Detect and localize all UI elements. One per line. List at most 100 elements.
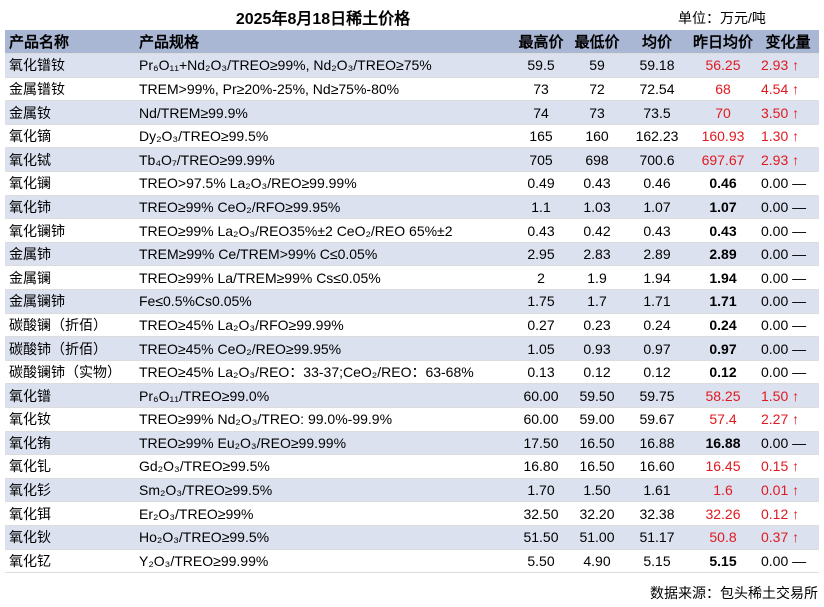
table-row: 氧化镧 TREO>97.5% La₂O₃/REO≥99.99% 0.49 0.43 0.…	[5, 171, 819, 196]
product-spec-cell: TREO≥45% La₂O₃/RFO≥99.99%	[135, 313, 513, 338]
col-header-spec: 产品规格	[135, 30, 513, 55]
change-cell: 0.00 —	[757, 218, 819, 243]
avg-price-cell: 72.54	[625, 77, 689, 102]
change-cell: 0.00 —	[757, 336, 819, 361]
high-price-cell: 32.50	[513, 501, 569, 526]
low-price-cell: 59.50	[569, 383, 625, 408]
low-price-cell: 72	[569, 77, 625, 102]
col-header-name: 产品名称	[5, 30, 135, 55]
avg-price-cell: 59.67	[625, 407, 689, 432]
table-row: 碳酸铈（折佰） TREO≥45% CeO₂/REO≥99.95% 1.05 0.93 0…	[5, 336, 819, 361]
avg-price-cell: 0.46	[625, 171, 689, 196]
yesterday-avg-cell: 0.97	[689, 336, 757, 361]
high-price-cell: 60.00	[513, 407, 569, 432]
high-price-cell: 1.75	[513, 289, 569, 314]
table-row: 氧化镨 Pr₆O₁₁/TREO≥99.0% 60.00 59.50 59.75 58.25…	[5, 383, 819, 408]
product-name-cell: 氧化镧铈	[5, 218, 135, 243]
product-spec-cell: Tb₄O₇/TREO≥99.99%	[135, 147, 513, 173]
product-spec-cell: Gd₂O₃/TREO≥99.5%	[135, 454, 513, 479]
product-spec-cell: TREO>97.5% La₂O₃/REO≥99.99%	[135, 171, 513, 196]
avg-price-cell: 0.12	[625, 360, 689, 385]
product-spec-cell: Fe≤0.5%Cs0.05%	[135, 289, 513, 314]
price-table: 产品名称 产品规格 最高价 最低价 均价 昨日均价 变化量 氧化镨钕 Pr₆O₁₁…	[5, 30, 819, 574]
product-name-cell: 碳酸镧铈（实物）	[5, 360, 135, 385]
product-name-cell: 氧化镨	[5, 383, 135, 408]
yesterday-avg-cell: 0.46	[689, 171, 757, 196]
change-cell: 0.00 —	[757, 313, 819, 338]
product-spec-cell: TREO≥99% La₂O₃/REO35%±2 CeO₂/REO 65%±2	[135, 218, 513, 243]
avg-price-cell: 59.18	[625, 53, 689, 78]
table-row: 氧化铽 Tb₄O₇/TREO≥99.99% 705 698 700.6 697.67 2.9…	[5, 147, 819, 173]
low-price-cell: 59	[569, 53, 625, 78]
avg-price-cell: 1.07	[625, 195, 689, 220]
change-cell: 4.54 ↑	[757, 77, 819, 102]
product-name-cell: 金属镧	[5, 265, 135, 291]
avg-price-cell: 0.24	[625, 313, 689, 338]
yesterday-avg-cell: 68	[689, 77, 757, 102]
table-row: 氧化钆 Gd₂O₃/TREO≥99.5% 16.80 16.50 16.60 16.45 0…	[5, 454, 819, 479]
product-name-cell: 金属钕	[5, 100, 135, 125]
product-name-cell: 金属镧铈	[5, 289, 135, 314]
avg-price-cell: 2.89	[625, 242, 689, 267]
yesterday-avg-cell: 0.24	[689, 313, 757, 338]
yesterday-avg-cell: 1.07	[689, 195, 757, 220]
product-spec-cell: Er₂O₃/TREO≥99%	[135, 501, 513, 526]
high-price-cell: 2	[513, 265, 569, 291]
low-price-cell: 16.50	[569, 454, 625, 479]
yesterday-avg-cell: 16.45	[689, 454, 757, 479]
change-cell: 1.50 ↑	[757, 383, 819, 408]
high-price-cell: 17.50	[513, 431, 569, 456]
avg-price-cell: 1.61	[625, 478, 689, 503]
change-cell: 0.00 —	[757, 431, 819, 456]
table-row: 金属镨钕 TREM>99%, Pr≥20%-25%, Nd≥75%-80% 73 72…	[5, 77, 819, 102]
product-name-cell: 氧化镨钕	[5, 53, 135, 78]
product-name-cell: 氧化铒	[5, 501, 135, 526]
avg-price-cell: 0.97	[625, 336, 689, 361]
product-name-cell: 氧化镝	[5, 124, 135, 149]
title-bar: 2025年8月18日稀土价格 单位：万元/吨	[0, 0, 824, 30]
avg-price-cell: 0.43	[625, 218, 689, 243]
avg-price-cell: 51.17	[625, 525, 689, 550]
change-cell: 0.00 —	[757, 549, 819, 574]
change-cell: 0.00 —	[757, 242, 819, 267]
product-name-cell: 氧化钬	[5, 525, 135, 550]
col-header-yesterday-avg: 昨日均价	[689, 30, 757, 55]
product-spec-cell: Sm₂O₃/TREO≥99.5%	[135, 478, 513, 503]
product-spec-cell: Pr₆O₁₁/TREO≥99.0%	[135, 383, 513, 408]
product-spec-cell: TREO≥45% CeO₂/REO≥99.95%	[135, 336, 513, 361]
low-price-cell: 2.83	[569, 242, 625, 267]
low-price-cell: 0.42	[569, 218, 625, 243]
table-row: 金属镧 TREO≥99% La/TREM≥99% Cs≤0.05% 2 1.9 1.94…	[5, 265, 819, 291]
yesterday-avg-cell: 0.43	[689, 218, 757, 243]
product-name-cell: 氧化钕	[5, 407, 135, 432]
low-price-cell: 698	[569, 147, 625, 173]
low-price-cell: 73	[569, 100, 625, 125]
product-spec-cell: Nd/TREM≥99.9%	[135, 100, 513, 125]
yesterday-avg-cell: 58.25	[689, 383, 757, 408]
low-price-cell: 1.9	[569, 265, 625, 291]
product-spec-cell: TREM>99%, Pr≥20%-25%, Nd≥75%-80%	[135, 77, 513, 102]
change-cell: 0.00 —	[757, 265, 819, 291]
product-name-cell: 氧化钐	[5, 478, 135, 503]
table-row: 氧化镧铈 TREO≥99% La₂O₃/REO35%±2 CeO₂/REO 65%…	[5, 218, 819, 243]
table-row: 金属铈 TREM≥99% Ce/TREM>99% C≤0.05% 2.95 2.83 2…	[5, 242, 819, 267]
yesterday-avg-cell: 16.88	[689, 431, 757, 456]
high-price-cell: 59.5	[513, 53, 569, 78]
product-name-cell: 碳酸镧（折佰）	[5, 313, 135, 338]
avg-price-cell: 73.5	[625, 100, 689, 125]
high-price-cell: 5.50	[513, 549, 569, 574]
yesterday-avg-cell: 57.4	[689, 407, 757, 432]
product-name-cell: 碳酸铈（折佰）	[5, 336, 135, 361]
yesterday-avg-cell: 1.71	[689, 289, 757, 314]
price-rows: 氧化镨钕 Pr₆O₁₁+Nd₂O₃/TREO≥99%, Nd₂O₃/TREO≥75…	[5, 53, 819, 574]
high-price-cell: 1.05	[513, 336, 569, 361]
low-price-cell: 32.20	[569, 501, 625, 526]
high-price-cell: 74	[513, 100, 569, 125]
change-cell: 0.15 ↑	[757, 454, 819, 479]
high-price-cell: 60.00	[513, 383, 569, 408]
col-header-low: 最低价	[569, 30, 625, 55]
change-cell: 0.00 —	[757, 360, 819, 385]
change-cell: 0.00 —	[757, 289, 819, 314]
col-header-avg: 均价	[625, 30, 689, 55]
product-spec-cell: Pr₆O₁₁+Nd₂O₃/TREO≥99%, Nd₂O₃/TREO≥75%	[135, 53, 513, 78]
